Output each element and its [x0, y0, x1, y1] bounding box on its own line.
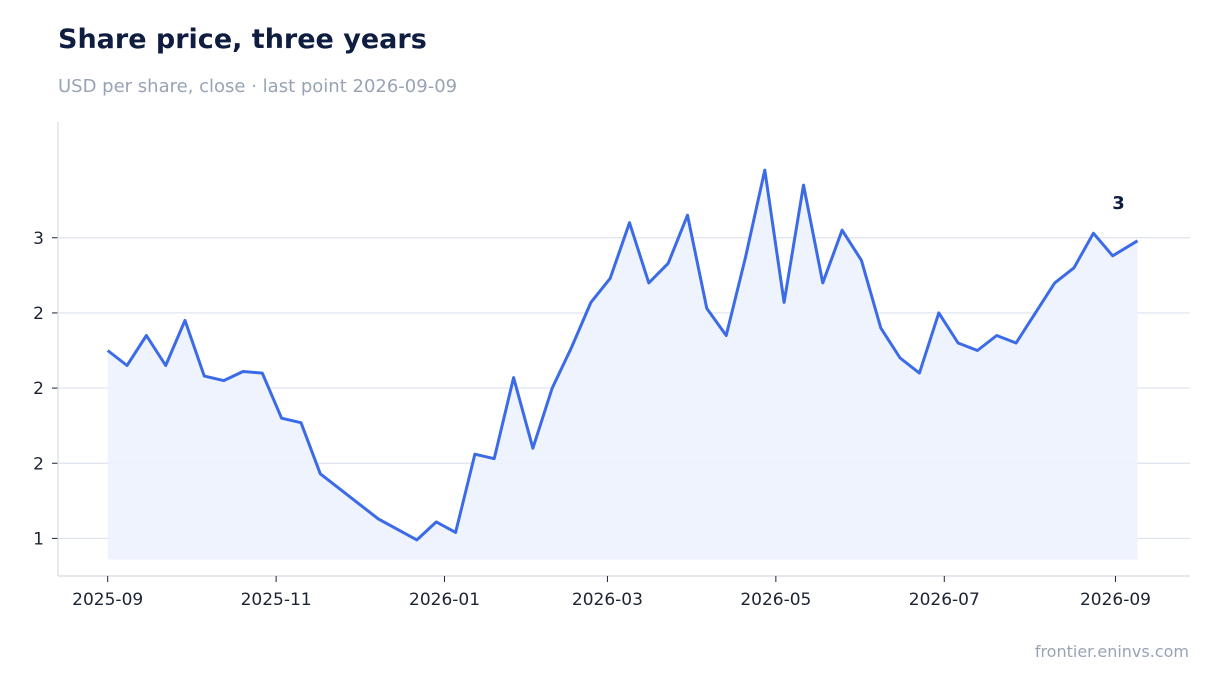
x-tick-label-4: 2026-05: [740, 590, 811, 610]
x-tick-label-3: 2026-03: [572, 590, 643, 610]
y-tick-labels: 1 2 2 2 3: [33, 229, 44, 550]
chart-subtitle: USD per share, close · last point 2026-0…: [58, 76, 458, 97]
y-tick-label-2: 2: [33, 379, 44, 399]
axes: [57, 122, 1190, 577]
y-tick-label-3: 2: [33, 304, 44, 324]
y-tick-label-4: 3: [33, 229, 44, 249]
x-tick-label-6: 2026-09: [1080, 590, 1151, 610]
y-tick-label-1: 2: [33, 454, 44, 474]
x-tick-label-2: 2026-01: [409, 590, 480, 610]
price-line: [106, 168, 1139, 542]
x-tick-label-0: 2025-09: [72, 590, 143, 610]
price-area: [107, 170, 1138, 560]
x-tick-labels: 2025-09 2025-11 2026-01 2026-03 2026-05 2026-…: [72, 590, 1151, 610]
x-tick-marks: [107, 576, 1116, 582]
x-tick-label-5: 2026-07: [909, 590, 980, 610]
y-tick-label-0: 1: [33, 529, 44, 549]
source-footer: frontier.eninvs.com: [1034, 642, 1189, 661]
chart-title: Share price, three years: [58, 24, 427, 55]
last-point-label: 3: [1112, 193, 1125, 214]
x-tick-label-1: 2025-11: [241, 590, 312, 610]
